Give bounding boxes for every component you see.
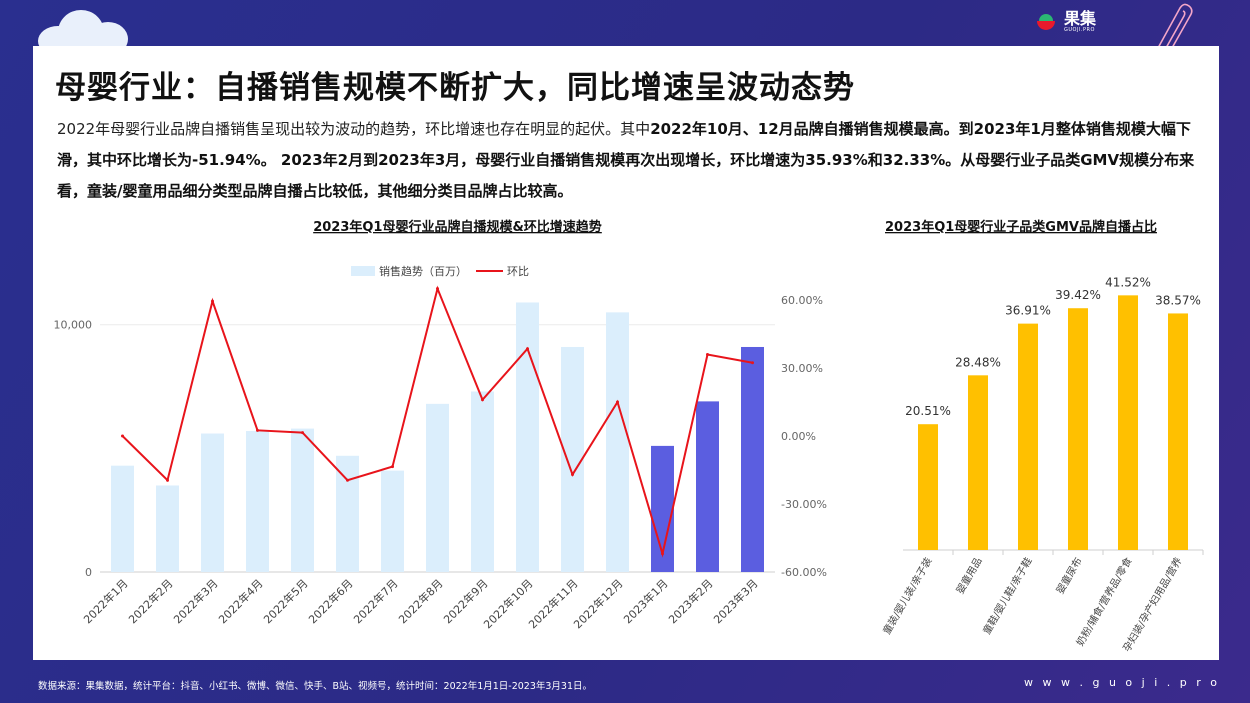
data-label: 28.48% xyxy=(955,355,1001,369)
bar xyxy=(561,346,584,572)
x-tick-label: 童鞋/婴儿鞋/亲子鞋 xyxy=(980,555,1035,637)
bar xyxy=(696,401,719,572)
y-right-tick-label: -30.00% xyxy=(781,498,827,511)
bar xyxy=(381,470,404,572)
line-point xyxy=(121,434,124,438)
bar xyxy=(426,403,449,572)
x-tick-label: 童装/婴儿装/亲子装 xyxy=(880,555,935,637)
y-right-tick-label: -60.00% xyxy=(781,566,827,579)
data-source-note: 数据来源：果集数据，统计平台：抖音、小红书、微博、微信、快手、B站、视频号，统计… xyxy=(38,681,593,692)
summary-text: 2022年母婴行业品牌自播销售呈现出较为波动的趋势，环比增速也存在明显的起伏。其… xyxy=(57,120,651,138)
x-tick-label: 2022年3月 xyxy=(170,576,220,626)
brand-name: 果集 xyxy=(1064,9,1097,28)
bar xyxy=(246,431,269,572)
x-tick-label: 2022年5月 xyxy=(260,576,310,626)
bar xyxy=(516,302,539,572)
bar xyxy=(968,375,988,550)
bar xyxy=(918,424,938,550)
line-point xyxy=(661,552,664,556)
line-point xyxy=(571,473,574,477)
x-tick-label: 2022年1月 xyxy=(80,576,130,626)
bar xyxy=(291,428,314,572)
y-right-tick-label: 30.00% xyxy=(781,362,823,375)
bar-series xyxy=(111,302,764,572)
bar xyxy=(606,312,629,572)
content-card: 母婴行业：自播销售规模不断扩大，同比增速呈波动态势 2022年母婴行业品牌自播销… xyxy=(33,46,1219,660)
legend-label-bar: 销售趋势（百万） xyxy=(379,264,467,278)
line-point xyxy=(481,398,484,402)
line-point xyxy=(526,347,529,351)
bar xyxy=(201,433,224,572)
y-right-tick-label: 0.00% xyxy=(781,430,816,443)
x-tick-label: 2022年7月 xyxy=(350,576,400,626)
legend-label-line: 环比 xyxy=(507,265,529,278)
chart-title: 2023年Q1母婴行业品牌自播规模&环比增速趋势 xyxy=(313,219,602,235)
bar xyxy=(471,391,494,572)
data-label: 41.52% xyxy=(1105,275,1151,289)
line-point xyxy=(346,478,349,482)
bar xyxy=(1068,308,1088,550)
bar xyxy=(1118,295,1138,550)
x-tick-label: 2022年8月 xyxy=(395,576,445,626)
brand-sub: GUOJI.PRO xyxy=(1064,27,1095,33)
legend-swatch-bar xyxy=(351,266,375,276)
x-tick-label: 婴童用品 xyxy=(953,555,984,596)
x-tick-label: 2023年3月 xyxy=(710,576,760,626)
summary-paragraph: 2022年母婴行业品牌自播销售呈现出较为波动的趋势，环比增速也存在明显的起伏。其… xyxy=(57,114,1207,207)
bar xyxy=(336,455,359,572)
data-label: 20.51% xyxy=(905,404,951,418)
x-tick-label: 2023年1月 xyxy=(620,576,670,626)
line-point xyxy=(301,431,304,435)
bar xyxy=(156,485,179,572)
line-point xyxy=(751,361,754,365)
y-right-tick-label: 60.00% xyxy=(781,294,823,307)
data-label: 39.42% xyxy=(1055,288,1101,302)
x-tick-label: 2023年2月 xyxy=(665,576,715,626)
chart-title: 2023年Q1母婴行业子品类GMV品牌自播占比 xyxy=(885,219,1157,235)
line-point xyxy=(391,465,394,469)
bar xyxy=(1018,323,1038,550)
summary-bold-text: 2022年10月、12月品牌自播销售规模最高。到2023年1月整体销售规模大幅下… xyxy=(57,120,1195,200)
category-share-chart: 2023年Q1母婴行业子品类GMV品牌自播占比 20.51% 28.48% 36.91… xyxy=(880,219,1204,654)
page-title: 母婴行业：自播销售规模不断扩大，同比增速呈波动态势 xyxy=(55,70,855,106)
bar xyxy=(651,445,674,572)
line-point xyxy=(706,353,709,357)
line-point xyxy=(436,287,439,291)
line-point xyxy=(211,299,214,303)
y-left-tick-label: 0 xyxy=(85,566,92,579)
data-label: 38.57% xyxy=(1155,293,1201,307)
brand-logo: 果集 GUOJI.PRO xyxy=(1034,10,1096,34)
data-label: 36.91% xyxy=(1005,304,1051,318)
x-tick-label: 2022年6月 xyxy=(305,576,355,626)
x-tick-label: 奶粉/辅食/营养品/零食 xyxy=(1073,555,1134,648)
bar xyxy=(741,346,764,572)
bar xyxy=(1168,313,1188,550)
website-url: w w w . g u o j i . p r o xyxy=(1024,676,1220,689)
x-tick-label: 2022年2月 xyxy=(125,576,175,626)
x-tick-label: 婴童尿布 xyxy=(1053,555,1084,596)
guoji-logo-icon xyxy=(1037,14,1055,30)
line-point xyxy=(616,400,619,404)
paperclip-decoration xyxy=(1157,3,1193,49)
chart-legend: 销售趋势（百万） 环比 xyxy=(351,264,529,278)
bar xyxy=(111,465,134,572)
cloud-decoration xyxy=(38,10,128,56)
bar-series xyxy=(918,295,1188,550)
x-tick-label: 2022年4月 xyxy=(215,576,265,626)
line-point xyxy=(166,478,169,482)
line-point xyxy=(256,428,259,432)
y-left-tick-label: 10,000 xyxy=(54,319,93,332)
